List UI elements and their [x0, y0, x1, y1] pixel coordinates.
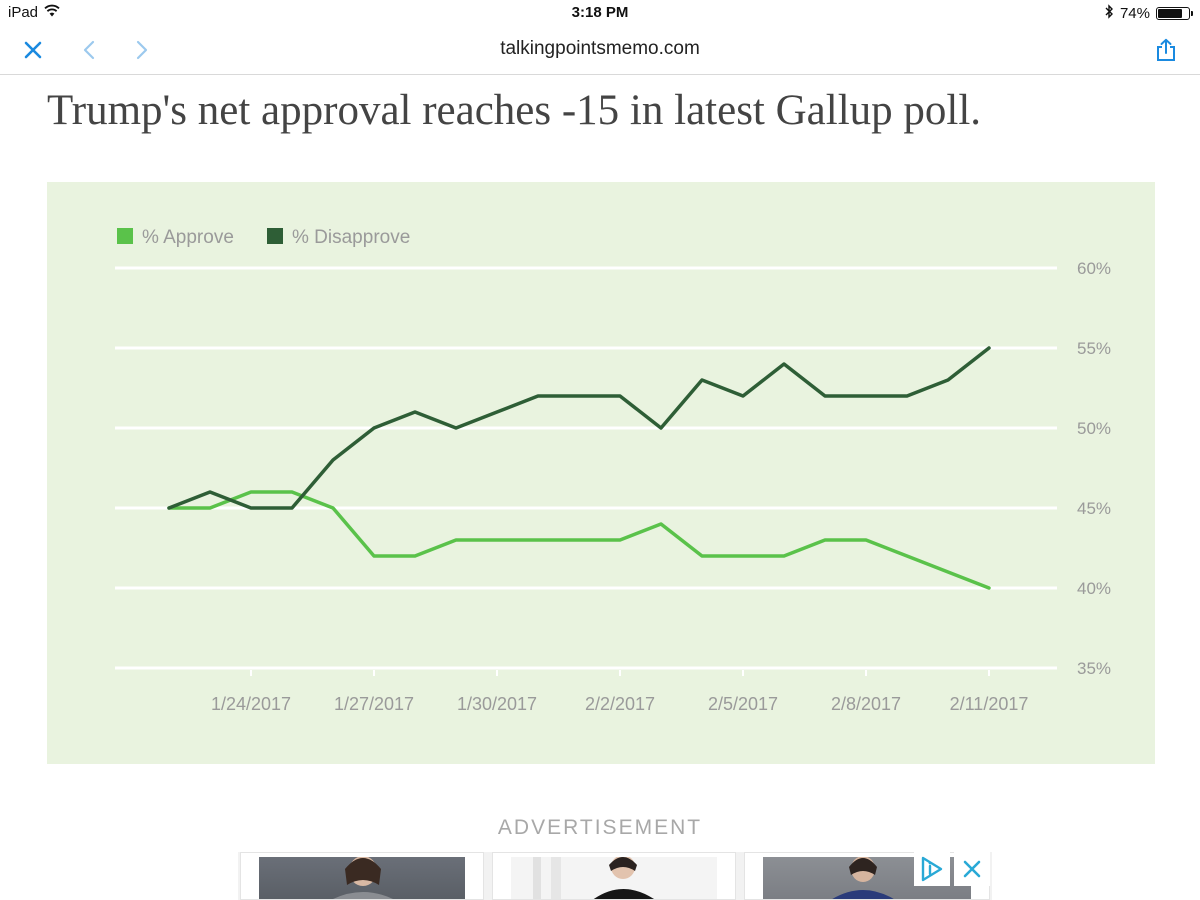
address-bar-url[interactable]: talkingpointsmemo.com	[500, 38, 700, 59]
series-line-disapprove	[167, 346, 991, 510]
adchoices-icon[interactable]	[914, 852, 950, 886]
legend-label: % Approve	[142, 227, 234, 248]
x-tick-label: 1/30/2017	[457, 694, 537, 714]
status-left: iPad	[8, 4, 60, 21]
ad-image-2	[511, 855, 717, 899]
battery-percent: 74%	[1119, 5, 1150, 22]
x-tick-label: 1/24/2017	[211, 694, 291, 714]
x-tick-label: 1/27/2017	[334, 694, 414, 714]
series-line-approve	[167, 490, 991, 590]
article-headline: Trump's net approval reaches -15 in late…	[47, 87, 982, 134]
approval-chart: 35% 40% 45% 50% 55% 60% 1/24/2017 1/27/2017 1/30…	[47, 182, 1155, 764]
legend-label: % Disapprove	[292, 227, 410, 248]
y-tick-label: 50%	[1077, 419, 1111, 438]
wifi-icon	[44, 4, 60, 21]
ad-close-icon[interactable]	[954, 852, 990, 886]
y-tick-label: 35%	[1077, 659, 1111, 678]
ad-model-2	[533, 855, 654, 899]
y-tick-label: 60%	[1077, 259, 1111, 278]
device-name: iPad	[8, 4, 39, 21]
close-icon[interactable]	[18, 36, 48, 64]
legend-swatch	[267, 228, 283, 244]
y-tick-label: 45%	[1077, 499, 1111, 518]
chart-canvas: 35% 40% 45% 50% 55% 60% 1/24/2017 1/27/2017 1/30…	[115, 227, 1111, 714]
back-icon[interactable]	[74, 36, 104, 64]
bluetooth-icon	[1104, 4, 1114, 23]
y-tick-label: 55%	[1077, 339, 1111, 358]
battery-icon	[1156, 7, 1193, 20]
status-time: 3:18 PM	[571, 4, 629, 21]
x-tick-label: 2/11/2017	[950, 694, 1029, 714]
x-tick-label: 2/8/2017	[831, 694, 901, 714]
advertisement-label: ADVERTISEMENT	[497, 816, 703, 839]
status-bar: iPad 3:18 PM 74%	[0, 0, 1200, 26]
ad-model-3	[832, 856, 894, 899]
browser-toolbar: talkingpointsmemo.com	[0, 26, 1200, 75]
x-tick-label: 2/2/2017	[585, 694, 655, 714]
share-icon[interactable]	[1151, 36, 1181, 64]
ad-card-2[interactable]	[492, 852, 736, 900]
ad-image-1	[259, 856, 465, 899]
ad-card-1[interactable]	[240, 852, 484, 900]
ad-model-1	[333, 856, 393, 899]
legend-swatch	[117, 228, 133, 244]
x-tick-label: 2/5/2017	[708, 694, 778, 714]
y-tick-label: 40%	[1077, 579, 1111, 598]
status-right: 74%	[1104, 4, 1193, 23]
forward-icon[interactable]	[127, 36, 157, 64]
